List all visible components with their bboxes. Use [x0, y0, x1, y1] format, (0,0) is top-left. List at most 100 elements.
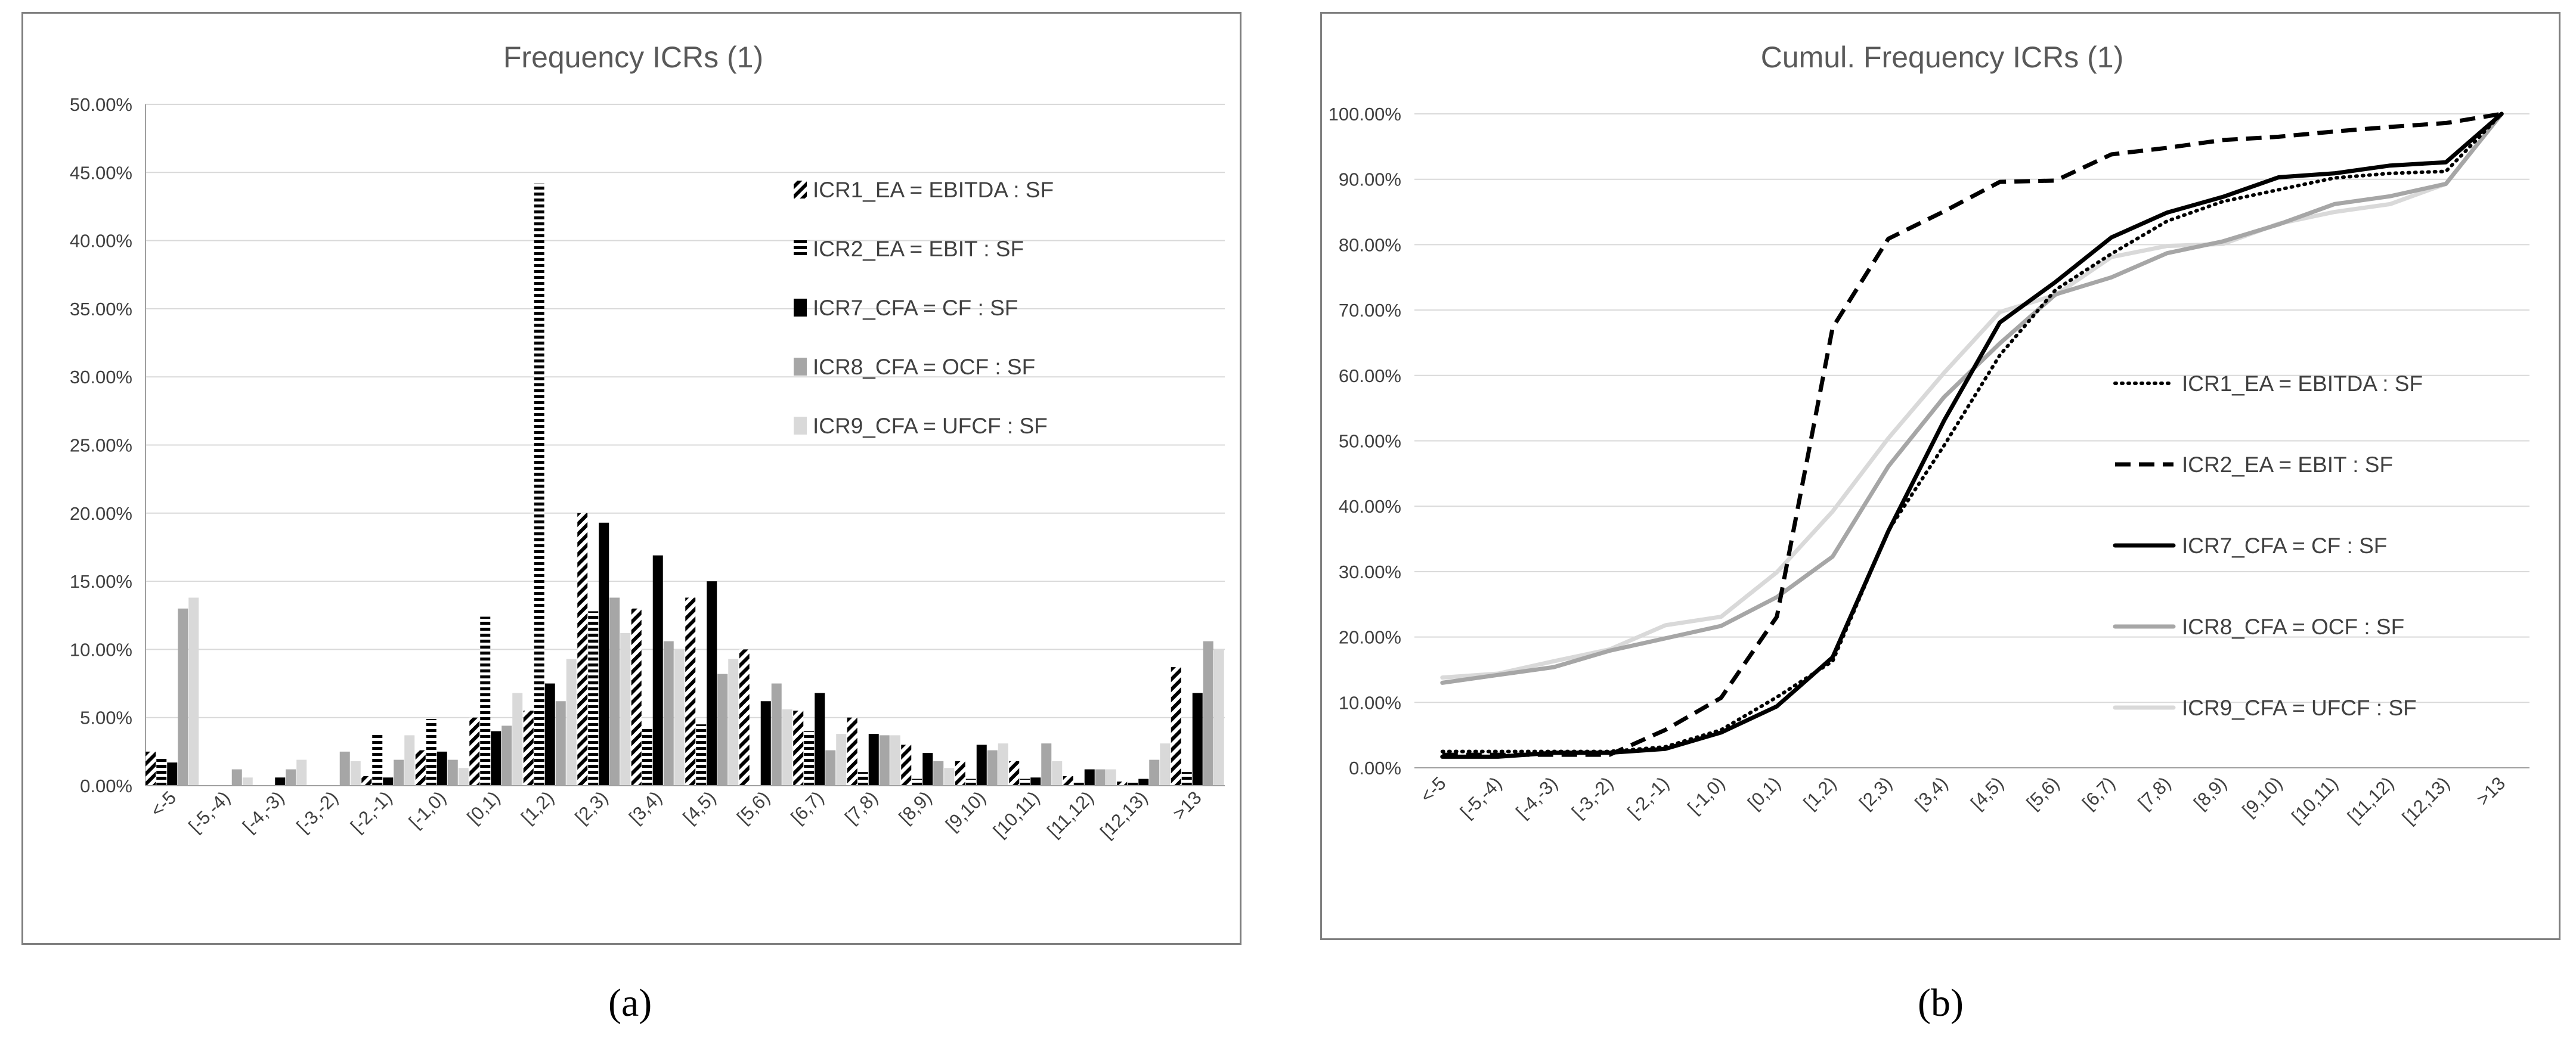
x-tick-label: [3,4): [625, 787, 666, 828]
bar: [1009, 761, 1020, 786]
bar: [631, 608, 642, 786]
x-tick-label: [10,11): [989, 787, 1044, 841]
bar: [890, 735, 900, 786]
series-line: [1440, 111, 2504, 680]
bar: [1052, 761, 1063, 786]
bar: [922, 753, 933, 786]
bar: [394, 759, 404, 786]
x-tick-label: <-5: [1416, 773, 1450, 807]
bar: [167, 762, 178, 786]
x-tick-label: >13: [1169, 787, 1206, 824]
bar: [685, 597, 696, 786]
x-tick-label: [1,2): [517, 787, 558, 828]
y-tick-label: 0.00%: [1349, 758, 1401, 779]
bar: [1063, 776, 1073, 786]
y-tick-label: 10.00%: [1339, 692, 1401, 713]
series-line: [1440, 111, 2504, 685]
legend-label: ICR9_CFA = UFCF : SF: [2182, 696, 2417, 720]
y-tick-label: 45.00%: [70, 162, 132, 183]
legend-swatch: [794, 358, 807, 376]
bar: [782, 709, 792, 786]
bar: [588, 611, 599, 786]
x-tick-label: [-4,-3): [1512, 773, 1561, 822]
bar: [577, 513, 588, 786]
y-tick-label: 0.00%: [80, 776, 132, 796]
bar: [231, 769, 242, 786]
y-tick-label: 40.00%: [70, 231, 132, 252]
bar: [1138, 779, 1149, 786]
bar: [847, 717, 857, 786]
y-tick-label: 25.00%: [70, 435, 132, 456]
y-tick-label: 10.00%: [70, 639, 132, 660]
bar: [1171, 667, 1181, 786]
bar: [771, 683, 782, 786]
bar: [804, 731, 815, 786]
cumulative-frequency-chart-panel: Cumul. Frequency ICRs (1) 0.00% 10.00% 20.0…: [1320, 12, 2560, 940]
panel-a-label: (a): [608, 981, 652, 1025]
bar: [879, 735, 890, 786]
chart-title: Frequency ICRs (1): [503, 41, 763, 74]
x-tick-label: [8,9): [2190, 773, 2231, 814]
bar: [663, 641, 674, 786]
bar: [296, 759, 307, 786]
bar: [415, 750, 426, 786]
x-tick-label: <-5: [146, 787, 180, 821]
bar: [674, 649, 685, 786]
x-tick-label: [0,1): [463, 787, 504, 828]
bar: [599, 522, 609, 786]
bar: [620, 632, 631, 786]
bar: [286, 769, 296, 786]
x-tick-label: [6,7): [787, 787, 828, 828]
series-line: [1440, 112, 2504, 753]
x-tick-label: [1,2): [1800, 773, 1841, 814]
legend-label: ICR1_EA = EBITDA : SF: [2182, 371, 2423, 396]
bar: [955, 761, 965, 786]
bar: [976, 745, 987, 786]
y-tick-label: 30.00%: [70, 367, 132, 387]
bar: [609, 597, 620, 786]
bar: [188, 597, 199, 786]
x-tick-label: [-5,-4): [1456, 773, 1506, 822]
x-tick-label: [10,11): [2287, 773, 2342, 827]
x-tick-label: [2,3): [571, 787, 612, 828]
bar: [1181, 772, 1192, 786]
bar: [512, 693, 523, 786]
bar: [555, 701, 566, 786]
x-tick-label: >13: [2472, 773, 2509, 810]
bar: [242, 777, 253, 786]
frequency-chart-panel: Frequency ICRs (1) 0.00% 5.00% 10.00% 15.00%…: [21, 12, 1241, 945]
bar: [523, 711, 534, 786]
bar: [447, 759, 458, 786]
legend-label: ICR2_EA = EBIT : SF: [813, 237, 1024, 261]
bar: [717, 674, 728, 786]
bar: [361, 776, 372, 786]
x-tick-label: [12,13): [2398, 773, 2454, 828]
bar: [1030, 777, 1041, 786]
y-tick-label: 30.00%: [1339, 562, 1401, 582]
bar: [1128, 782, 1138, 786]
bar: [707, 581, 717, 786]
bar: [836, 734, 847, 786]
y-tick-label: 90.00%: [1339, 169, 1401, 190]
x-tick-label: [-1,0): [405, 787, 450, 832]
bar: [728, 659, 739, 786]
bar: [965, 779, 976, 786]
x-tick-label: [-1,0): [1683, 773, 1729, 818]
y-tick-label: 50.00%: [70, 94, 132, 115]
x-tick-label: [9,10): [942, 787, 990, 835]
bar: [1203, 641, 1213, 786]
bar: [652, 555, 663, 786]
legend-swatch: [794, 240, 807, 258]
bar: [933, 761, 944, 786]
x-tick-label: [5,6): [2023, 773, 2064, 814]
bar: [145, 751, 156, 786]
x-tick-label: [-3,-2): [1568, 773, 1617, 822]
panel-b-label: (b): [1918, 981, 1964, 1025]
y-tick-label: 100.00%: [1329, 104, 1401, 125]
x-tick-label: [4,5): [679, 787, 720, 828]
bar: [469, 717, 480, 786]
bar: [491, 731, 501, 786]
legend-label: ICR8_CFA = OCF : SF: [2182, 615, 2404, 639]
legend-label: ICR9_CFA = UFCF : SF: [813, 414, 1048, 438]
legend-swatch: [794, 417, 807, 435]
